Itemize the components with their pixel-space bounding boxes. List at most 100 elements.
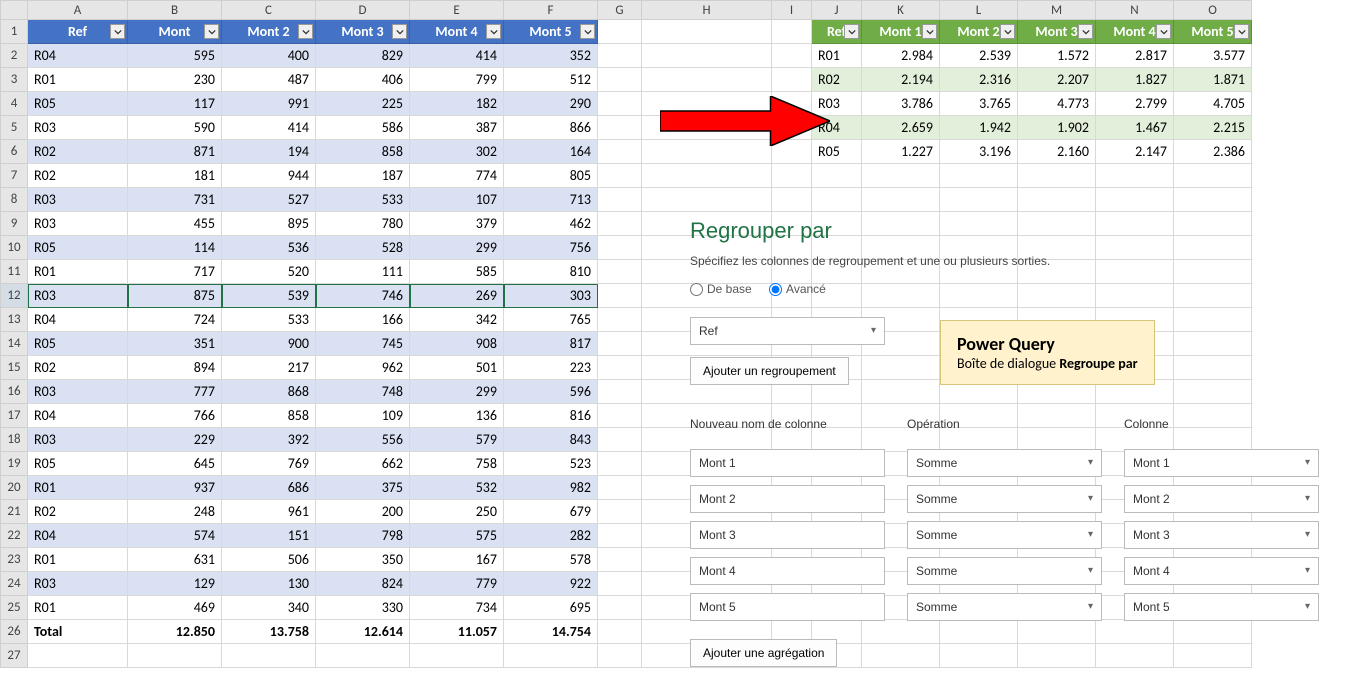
left-cell[interactable]: 533 [222,308,316,332]
left-cell[interactable]: 756 [504,236,598,260]
empty-cell[interactable] [598,500,642,524]
left-cell[interactable]: 805 [504,164,598,188]
left-cell[interactable]: 387 [410,116,504,140]
left-total-cell[interactable]: 11.057 [410,620,504,644]
left-cell[interactable]: 866 [504,116,598,140]
empty-cell[interactable] [812,188,862,212]
left-cell[interactable]: 414 [222,116,316,140]
left-cell[interactable]: 487 [222,68,316,92]
left-cell[interactable]: 843 [504,428,598,452]
left-cell[interactable]: 746 [316,284,410,308]
left-cell[interactable]: 167 [410,548,504,572]
empty-cell[interactable] [1018,164,1096,188]
right-cell[interactable]: 2.659 [862,116,940,140]
left-cell[interactable]: 766 [128,404,222,428]
left-cell[interactable]: R04 [28,524,128,548]
agg-op-select-0[interactable]: Somme▾ [907,449,1102,477]
left-cell[interactable]: 574 [128,524,222,548]
row-header-20[interactable]: 20 [0,476,28,500]
left-cell[interactable]: 352 [504,44,598,68]
filter-dropdown-icon[interactable] [1000,24,1015,39]
right-cell[interactable]: 1.902 [1018,116,1096,140]
left-cell[interactable]: 181 [128,164,222,188]
row-header-11[interactable]: 11 [0,260,28,284]
left-cell[interactable]: 748 [316,380,410,404]
col-header-N[interactable]: N [1096,0,1174,20]
agg-col-select-1[interactable]: Mont 2▾ [1124,485,1319,513]
left-cell[interactable]: 512 [504,68,598,92]
left-cell[interactable]: 586 [316,116,410,140]
right-cell[interactable]: 1.871 [1174,68,1252,92]
left-cell[interactable]: 269 [410,284,504,308]
right-cell[interactable]: 1.572 [1018,44,1096,68]
right-header-1[interactable]: Mont 1 [862,20,940,44]
agg-col-select-3[interactable]: Mont 4▾ [1124,557,1319,585]
row-header-6[interactable]: 6 [0,140,28,164]
left-cell[interactable]: R01 [28,260,128,284]
row-header-16[interactable]: 16 [0,380,28,404]
row-header-22[interactable]: 22 [0,524,28,548]
left-cell[interactable]: R03 [28,212,128,236]
row-header-19[interactable]: 19 [0,452,28,476]
empty-cell[interactable] [862,164,940,188]
empty-cell[interactable] [598,68,642,92]
agg-name-input-3[interactable]: Mont 4 [690,557,885,585]
left-cell[interactable]: 107 [410,188,504,212]
left-cell[interactable]: 164 [504,140,598,164]
left-cell[interactable]: 539 [222,284,316,308]
empty-cell[interactable] [598,92,642,116]
left-cell[interactable]: 686 [222,476,316,500]
agg-name-input-0[interactable]: Mont 1 [690,449,885,477]
left-cell[interactable]: 894 [128,356,222,380]
left-cell[interactable]: 350 [316,548,410,572]
empty-cell[interactable] [598,404,642,428]
right-cell[interactable]: 3.577 [1174,44,1252,68]
left-header-5[interactable]: Mont 5 [504,20,598,44]
left-total-cell[interactable]: 13.758 [222,620,316,644]
row-header-12[interactable]: 12 [0,284,28,308]
agg-col-select-2[interactable]: Mont 3▾ [1124,521,1319,549]
left-cell[interactable]: R05 [28,332,128,356]
left-cell[interactable]: 117 [128,92,222,116]
left-cell[interactable]: 900 [222,332,316,356]
filter-dropdown-icon[interactable] [580,24,595,39]
left-cell[interactable]: 469 [128,596,222,620]
empty-cell[interactable] [598,620,642,644]
left-cell[interactable]: 342 [410,308,504,332]
left-cell[interactable]: 290 [504,92,598,116]
left-cell[interactable]: 248 [128,500,222,524]
empty-cell[interactable] [598,164,642,188]
filter-dropdown-icon[interactable] [110,24,125,39]
left-cell[interactable]: 130 [222,572,316,596]
left-cell[interactable]: 282 [504,524,598,548]
left-total-cell[interactable]: Total [28,620,128,644]
right-header-5[interactable]: Mont 5 [1174,20,1252,44]
empty-cell[interactable] [598,524,642,548]
left-cell[interactable]: 758 [410,452,504,476]
empty-cell[interactable] [598,428,642,452]
left-cell[interactable]: 717 [128,260,222,284]
col-header-B[interactable]: B [128,0,222,20]
left-cell[interactable]: R03 [28,284,128,308]
empty-cell[interactable] [28,644,128,668]
right-cell[interactable]: 2.207 [1018,68,1096,92]
left-cell[interactable]: 798 [316,524,410,548]
left-cell[interactable]: 182 [410,92,504,116]
agg-name-input-4[interactable]: Mont 5 [690,593,885,621]
left-cell[interactable]: R05 [28,92,128,116]
left-cell[interactable]: 777 [128,380,222,404]
empty-cell[interactable] [316,644,410,668]
left-cell[interactable]: 533 [316,188,410,212]
filter-dropdown-icon[interactable] [1078,24,1093,39]
right-cell[interactable]: 2.194 [862,68,940,92]
left-cell[interactable]: R03 [28,428,128,452]
agg-col-select-4[interactable]: Mont 5▾ [1124,593,1319,621]
col-header-A[interactable]: A [28,0,128,20]
left-cell[interactable]: 962 [316,356,410,380]
left-cell[interactable]: 774 [410,164,504,188]
left-cell[interactable]: 187 [316,164,410,188]
empty-cell[interactable] [642,20,772,44]
left-cell[interactable]: 351 [128,332,222,356]
left-cell[interactable]: 455 [128,212,222,236]
left-cell[interactable]: 679 [504,500,598,524]
